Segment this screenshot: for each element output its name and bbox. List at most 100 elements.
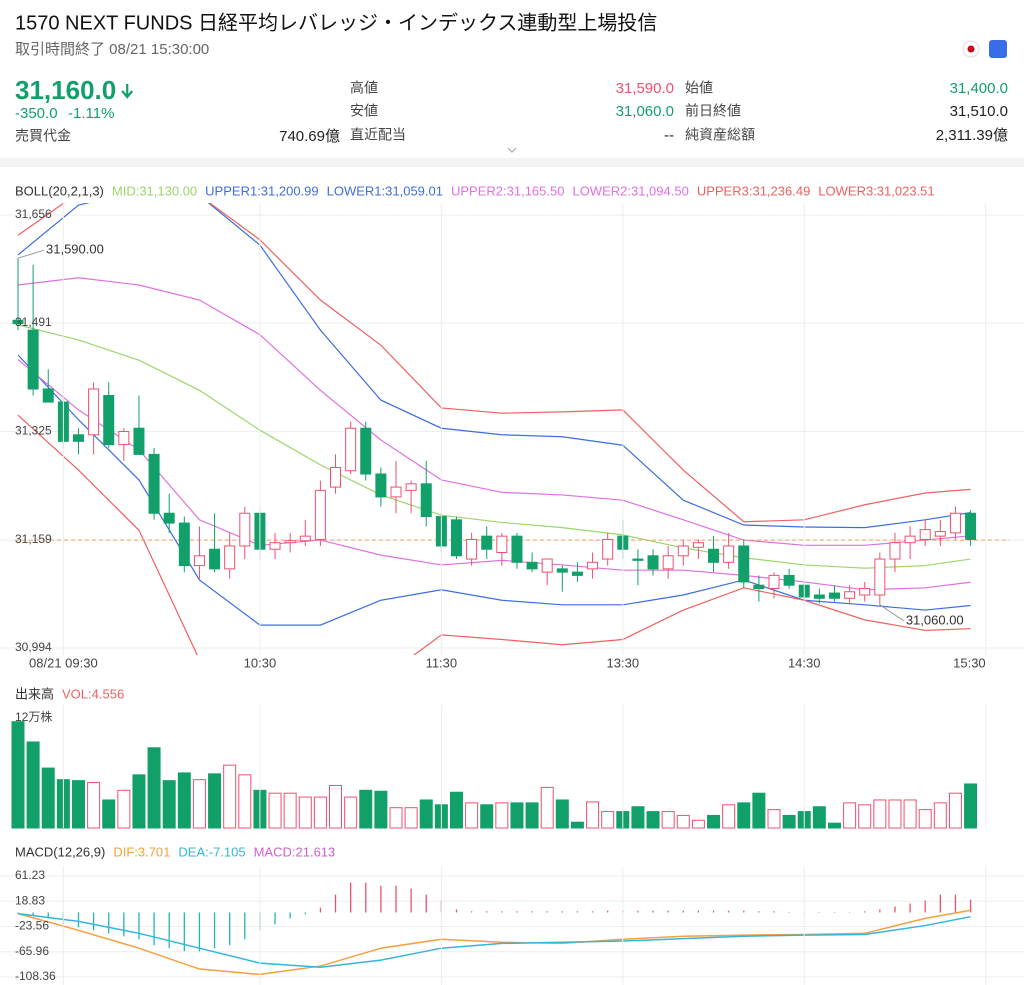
- volume-bar: [933, 802, 947, 829]
- volume-bar: [480, 804, 494, 829]
- volume-bar: [26, 741, 40, 829]
- y-tick-label: 61.23: [15, 868, 45, 882]
- stat-label: 安値: [350, 103, 378, 119]
- candle-body: [420, 483, 432, 518]
- volume-bar: [827, 822, 841, 829]
- volume-bar: [374, 790, 388, 829]
- volume-bar: [767, 809, 781, 829]
- volume-bar: [631, 806, 645, 829]
- volume-bar: [268, 792, 282, 829]
- volume-bar: [691, 819, 705, 829]
- candle-body: [677, 545, 689, 557]
- title: 1570 NEXT FUNDS 日経平均レバレッジ・インデックス連動型上場投信: [15, 11, 657, 34]
- candle-body: [692, 542, 704, 548]
- y-tick-label: -108.36: [15, 969, 56, 983]
- x-tick-label: 10:30: [244, 655, 277, 670]
- volume-bar: [449, 791, 463, 829]
- down-arrow: [121, 84, 134, 99]
- candle-body: [904, 535, 916, 544]
- stat-value: 2,311.39億: [936, 127, 1008, 144]
- legend-entry: MACD:21.613: [254, 844, 336, 859]
- indicator-line: [17, 414, 971, 655]
- candle-body: [708, 548, 720, 563]
- y-tick-label: 12万株: [15, 709, 52, 724]
- candle-body: [148, 453, 160, 514]
- candle-body: [602, 538, 614, 560]
- volume-bar: [903, 799, 917, 829]
- volume-bar: [752, 792, 766, 829]
- volume-bar: [964, 783, 978, 829]
- y-tick-label: -65.96: [15, 944, 49, 958]
- volume-bar: [298, 796, 312, 829]
- candle-body: [844, 591, 856, 599]
- volume-bar: [858, 804, 872, 829]
- volume-bar: [525, 802, 539, 829]
- legend-entry: VOL:4.556: [62, 686, 124, 701]
- volume-bar: [601, 811, 615, 829]
- annotation: 31,060.00: [906, 612, 964, 627]
- volume-bar: [404, 807, 418, 829]
- indicator-line: [17, 277, 971, 546]
- volume-bar: [238, 774, 252, 829]
- y-tick-label: 31,491: [15, 315, 52, 329]
- indicator-line: [17, 912, 971, 969]
- volume-bar: [177, 772, 191, 829]
- candle-body: [224, 545, 236, 570]
- volume-bar: [555, 799, 569, 829]
- volume-bar: [570, 821, 584, 829]
- change-pct: -1.11%: [68, 105, 114, 122]
- candle-body: [193, 555, 205, 567]
- volume-bar: [329, 784, 343, 829]
- volume-bar: [87, 782, 101, 829]
- volume-bar: [676, 814, 690, 829]
- panel: [11, 721, 978, 829]
- volume-bar: [540, 786, 554, 829]
- expand-chevron[interactable]: [507, 147, 517, 153]
- volume-bar: [918, 809, 932, 829]
- annotation-line: [17, 249, 45, 259]
- candle-body: [859, 587, 871, 596]
- candle-body: [299, 535, 311, 542]
- candle-body: [753, 584, 765, 589]
- candle-body: [889, 542, 901, 560]
- volume-bar: [510, 802, 524, 829]
- annotation: 31,590.00: [46, 242, 104, 257]
- volume-bar: [313, 796, 327, 829]
- y-tick-label: 31,159: [15, 532, 52, 546]
- x-tick-label: 15:30: [953, 655, 986, 670]
- stat-value: 31,060.0: [616, 103, 674, 120]
- legend-entry: MID:31,130.00: [112, 183, 197, 198]
- volume-bar: [132, 774, 146, 829]
- badge-icon[interactable]: [989, 40, 1007, 58]
- candle-body: [133, 427, 145, 455]
- annotation-line: [879, 604, 905, 622]
- volume-bar: [722, 804, 736, 829]
- change: -350.0: [15, 105, 58, 122]
- candle-body: [375, 473, 387, 498]
- stat-value: 31,590.0: [616, 80, 674, 97]
- flag-jp-dot: [967, 45, 975, 53]
- candle-body: [919, 529, 931, 540]
- stat-value: 740.69億: [279, 128, 340, 145]
- volume-bar: [11, 721, 25, 829]
- legend-entry: BOLL(20,2,1,3): [15, 183, 104, 198]
- candle-body: [481, 535, 493, 550]
- candle-body: [42, 388, 54, 403]
- y-tick-label: -23.56: [15, 919, 49, 933]
- legend-entry: LOWER1:31,059.01: [327, 183, 443, 198]
- candle-body: [632, 558, 644, 561]
- candle-body: [662, 555, 674, 570]
- volume-bar: [465, 802, 479, 829]
- candle-body: [330, 466, 342, 488]
- status: 取引時間終了 08/21 15:30:00: [15, 41, 209, 58]
- legend-entry: DEA:-7.105: [178, 844, 245, 859]
- y-tick-label: 18.83: [15, 893, 45, 907]
- panel: [0, 203, 1024, 655]
- stat-label: 売買代金: [15, 128, 71, 144]
- volume-bar: [707, 814, 721, 829]
- x-tick-label: 14:30: [788, 655, 821, 670]
- volume-bar: [948, 792, 962, 829]
- volume-bar: [117, 789, 131, 829]
- volume-bar: [162, 780, 176, 829]
- volume-bar: [102, 799, 116, 829]
